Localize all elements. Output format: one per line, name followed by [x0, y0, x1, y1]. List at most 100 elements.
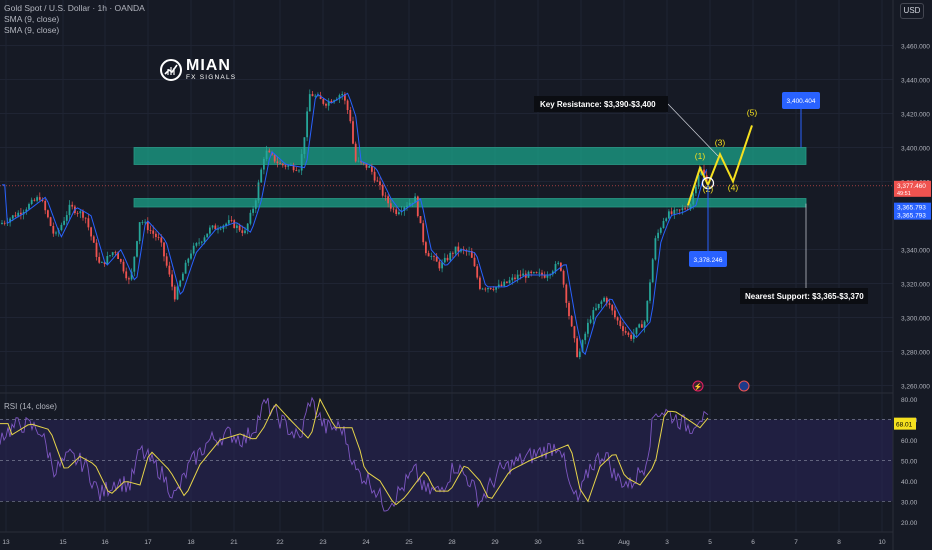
candle-body [317, 95, 319, 97]
candle-body [627, 332, 630, 335]
logo-mark-icon [160, 59, 182, 81]
target-price-tag[interactable] [782, 92, 820, 109]
candle-body [125, 271, 128, 279]
candle-body [20, 212, 22, 215]
candle-body [217, 228, 219, 230]
candle-body [381, 185, 384, 196]
candle-body [101, 262, 103, 263]
candle-body [273, 154, 276, 162]
candle-body [52, 225, 55, 234]
currency-button[interactable]: USD [900, 3, 924, 19]
logo-name: MIAN [186, 57, 231, 74]
candle-body [425, 242, 427, 254]
candle-body [346, 100, 349, 110]
candle-body [157, 237, 160, 238]
mian-logo: MIAN FX SIGNALS [160, 58, 236, 82]
candle-body [25, 209, 28, 212]
candle-body [60, 224, 63, 231]
candle-body [519, 274, 522, 276]
candle-body [87, 218, 90, 228]
logo-text: MIAN FX SIGNALS [186, 58, 236, 82]
x-tick-label: 17 [144, 539, 152, 546]
indicator-sma-2[interactable]: SMA (9, close) [4, 25, 60, 35]
candle-body [303, 137, 306, 155]
support-callout-box [740, 288, 868, 304]
candle-body [616, 317, 619, 321]
candle-body [295, 170, 298, 172]
candle-body [581, 340, 584, 352]
candle-body [82, 211, 84, 218]
candle-body [565, 284, 568, 303]
candle-body [138, 222, 141, 242]
candle-body [651, 259, 654, 283]
candle-body [411, 202, 414, 204]
candle-body [500, 284, 503, 286]
candle-body [489, 287, 492, 290]
sma-line [2, 92, 708, 356]
candle-body [379, 181, 381, 186]
x-tick-label: 10 [878, 539, 886, 546]
candle-body [622, 326, 624, 332]
candle-body [65, 215, 68, 221]
candle-body [190, 253, 192, 259]
candle-body [173, 286, 176, 300]
x-tick-label: 25 [405, 539, 413, 546]
candle-body [152, 230, 155, 234]
candle-body [654, 238, 657, 260]
candle-body [403, 207, 406, 211]
y-tick-label: 3,340.000 [901, 248, 930, 255]
candle-body [589, 319, 592, 323]
x-tick-label: 22 [276, 539, 284, 546]
candle-body [246, 223, 249, 231]
rsi-tick-label: 30.00 [901, 499, 918, 506]
candle-body [665, 218, 668, 221]
candle-body [441, 262, 443, 269]
resistance-callout-line [667, 103, 719, 157]
candle-body [416, 196, 419, 217]
us-flag-event-icon[interactable] [738, 380, 750, 392]
candle-body [392, 208, 395, 210]
candle-body [68, 204, 71, 216]
candle-body [9, 218, 11, 223]
candle-body [71, 204, 74, 207]
lightning-event-icon[interactable] [692, 380, 704, 392]
elliott-wave-path[interactable] [687, 125, 753, 206]
candle-body [187, 258, 190, 263]
y-tick-label: 3,320.000 [901, 282, 930, 289]
candle-body [260, 169, 263, 183]
candle-body [241, 230, 244, 233]
indicator-sma-1[interactable]: SMA (9, close) [4, 14, 60, 24]
candle-body [695, 186, 697, 194]
candle-body [387, 196, 389, 204]
candle-body [516, 274, 519, 279]
rsi-ma-line [0, 397, 709, 506]
candle-body [300, 154, 303, 171]
current-price-label: 3,377.460 [897, 183, 926, 190]
candle-body [460, 249, 462, 252]
candle-body [692, 193, 695, 205]
elliott-wave-label: (4) [728, 183, 739, 193]
candle-body [98, 256, 101, 263]
support-zone[interactable] [133, 198, 807, 208]
candle-body [422, 223, 425, 243]
candle-body [203, 237, 206, 242]
candle-body [662, 220, 665, 229]
x-tick-label: 30 [534, 539, 542, 546]
candle-body [219, 228, 222, 230]
x-tick-label: 18 [187, 539, 195, 546]
candle-body [587, 322, 589, 334]
candle-body [630, 334, 632, 339]
candle-body [168, 265, 171, 275]
candle-body [214, 225, 217, 230]
candle-body [95, 242, 98, 257]
candle-body [603, 297, 605, 302]
candle-body [538, 272, 541, 274]
y-tick-label: 3,300.000 [901, 316, 930, 323]
candle-body [643, 321, 646, 328]
candle-body [36, 197, 38, 201]
stop-price-tag[interactable] [689, 251, 727, 267]
candle-body [165, 256, 168, 266]
rsi-label: RSI (14, close) [4, 402, 57, 411]
candle-body [611, 304, 614, 311]
